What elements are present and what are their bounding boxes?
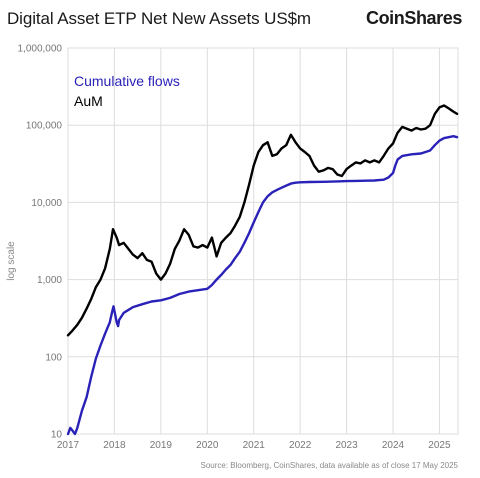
x-tick-label: 2020 xyxy=(196,440,219,451)
series-line-cumulative-flows xyxy=(66,135,459,436)
x-tick-label: 2017 xyxy=(57,440,80,451)
chart-title: Digital Asset ETP Net New Assets US$m xyxy=(7,9,311,28)
y-tick-label: 100,000 xyxy=(26,121,63,132)
y-tick-label: 10 xyxy=(51,430,63,441)
grid-layer xyxy=(67,47,459,435)
x-tick-label: 2023 xyxy=(335,440,358,451)
x-tick-label: 2025 xyxy=(428,440,451,451)
y-axis-label: log scale xyxy=(6,241,17,281)
series-layer xyxy=(66,104,459,436)
legend-label-cumulative-flows: Cumulative flows xyxy=(74,73,180,89)
x-tick-label: 2024 xyxy=(382,440,405,451)
y-tick-label: 1,000 xyxy=(37,275,62,286)
y-tick-label: 1,000,000 xyxy=(18,44,63,55)
x-tick-label: 2018 xyxy=(103,440,126,451)
series-line-aum xyxy=(66,104,459,337)
y-axis-ticks: 10 100 1,000 10,000 100,000 1,000,000 xyxy=(18,44,63,441)
legend: Cumulative flows AuM xyxy=(74,73,180,109)
x-tick-label: 2022 xyxy=(289,440,312,451)
source-note: Source: Bloomberg, CoinShares, data avai… xyxy=(200,461,458,470)
brand-logo: CoinShares xyxy=(365,8,462,28)
y-tick-label: 10,000 xyxy=(31,198,62,209)
x-tick-label: 2021 xyxy=(243,440,266,451)
plot-frame xyxy=(67,47,459,435)
legend-label-aum: AuM xyxy=(74,93,103,109)
x-tick-label: 2019 xyxy=(150,440,173,451)
x-axis-ticks: 2017 2018 2019 2020 2021 2022 2023 2024 2025 xyxy=(57,440,451,451)
y-tick-label: 100 xyxy=(45,352,62,363)
